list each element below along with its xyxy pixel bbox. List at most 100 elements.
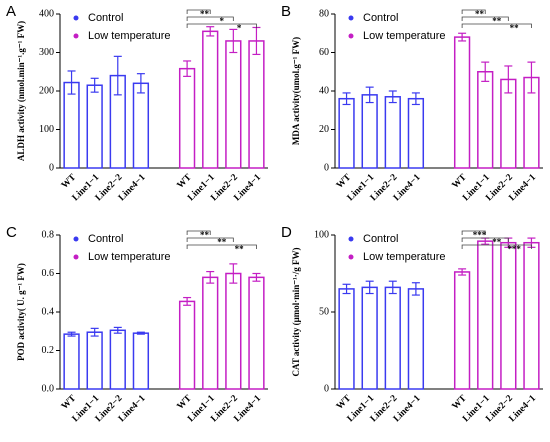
y-tick-label: 100	[39, 124, 54, 135]
significance-bracket	[461, 16, 509, 21]
y-tick-label: 200	[39, 85, 54, 96]
y-tick-label: 0	[324, 383, 329, 394]
bar	[248, 276, 265, 390]
x-tick-label: WT	[451, 172, 470, 191]
bar	[202, 30, 219, 169]
y-tick-label: 60	[319, 47, 329, 58]
y-tick-label: 0	[324, 162, 329, 173]
bar	[86, 331, 103, 390]
y-tick-label: 0.4	[42, 306, 55, 317]
significance-label: **	[235, 244, 245, 254]
bar	[453, 36, 471, 169]
legend-label: Low temperature	[88, 251, 171, 263]
x-tick-label: WT	[176, 393, 195, 412]
y-tick-label: 80	[319, 8, 329, 19]
bar	[86, 84, 103, 169]
x-tick-label: WT	[335, 393, 354, 412]
panel: D CAT activity (μmol·min⁻¹·/g FW) 0 50 100 WT…	[281, 224, 543, 424]
significance-bracket	[186, 9, 211, 14]
y-tick-label: 400	[39, 8, 54, 19]
y-tick-label: 0	[49, 162, 54, 173]
bar	[338, 97, 355, 169]
bar	[361, 94, 378, 169]
significance-label: **	[492, 16, 502, 26]
panel: C POD activity( U. g⁻¹ FW) 0.0 0.2 0.4 0.6 0.8…	[6, 224, 268, 424]
bar	[407, 97, 425, 169]
bar	[500, 241, 517, 390]
bar	[109, 329, 126, 390]
significance-bracket	[186, 23, 257, 28]
legend-label: Low temperature	[88, 30, 171, 42]
y-axis-label: ALDH activity (nmol.min⁻¹.g⁻¹ FW)	[16, 21, 26, 161]
legend-label: Control	[88, 12, 123, 24]
significance-label: **	[510, 23, 520, 33]
significance-bracket	[186, 230, 211, 235]
legend-label: Low temperature	[363, 251, 446, 263]
y-tick-label: 50	[319, 306, 329, 317]
y-tick-label: 300	[39, 47, 54, 58]
bar	[523, 241, 540, 390]
bar	[225, 272, 242, 390]
significance-bracket	[461, 9, 486, 14]
significance-bracket	[461, 23, 532, 28]
bar	[248, 40, 265, 169]
legend-label: Control	[363, 233, 398, 245]
significance-bracket	[186, 244, 257, 249]
significance-label: **	[217, 237, 227, 247]
significance-label: **	[492, 237, 502, 247]
y-tick-label: 0.8	[42, 229, 55, 240]
significance-bracket	[186, 16, 234, 21]
significance-label: **	[200, 9, 210, 19]
panel-label: A	[6, 3, 16, 20]
significance-bracket	[186, 237, 234, 242]
significance-label: ***	[507, 244, 521, 254]
bar	[63, 81, 80, 169]
bar	[453, 271, 471, 390]
significance-label: ***	[473, 230, 487, 240]
legend-label: Control	[363, 12, 398, 24]
bar	[477, 71, 494, 169]
bar	[178, 300, 196, 390]
y-tick-label: 0.2	[42, 345, 55, 356]
bar	[202, 276, 219, 390]
significance-bracket	[461, 230, 486, 235]
y-axis-label: MDA activity(umol.g⁻¹ FW)	[291, 37, 301, 145]
legend-marker	[348, 236, 354, 242]
y-tick-label: 100	[314, 229, 329, 240]
bar	[132, 332, 150, 390]
significance-label: **	[475, 9, 485, 19]
bar	[384, 96, 401, 169]
legend-marker	[73, 236, 79, 242]
bar	[407, 288, 425, 390]
y-tick-label: 40	[319, 85, 329, 96]
legend-label: Control	[88, 233, 123, 245]
significance-bracket	[461, 237, 509, 242]
y-axis-label: CAT activity (μmol·min⁻¹·/g FW)	[291, 248, 301, 377]
x-tick-label: WT	[451, 393, 470, 412]
y-tick-label: 20	[319, 124, 329, 135]
y-tick-label: 0.0	[42, 383, 55, 394]
bar	[477, 240, 494, 390]
bar	[225, 40, 242, 169]
bar	[63, 333, 80, 390]
panel-label: D	[281, 224, 292, 241]
panel-label: C	[6, 224, 17, 241]
bar	[132, 82, 150, 169]
x-tick-label: WT	[60, 393, 79, 412]
legend-marker	[73, 33, 79, 39]
bar	[338, 288, 355, 390]
legend-label: Low temperature	[363, 30, 446, 42]
x-tick-label: WT	[335, 172, 354, 191]
legend-marker	[73, 15, 79, 21]
significance-label: **	[200, 230, 210, 240]
significance-bracket	[461, 244, 532, 249]
legend-marker	[348, 15, 354, 21]
legend-marker	[348, 254, 354, 260]
significance-label: *	[237, 23, 242, 33]
bar	[361, 286, 378, 390]
y-axis-label: POD activity( U. g⁻¹ FW)	[16, 263, 26, 361]
bar	[178, 67, 196, 169]
